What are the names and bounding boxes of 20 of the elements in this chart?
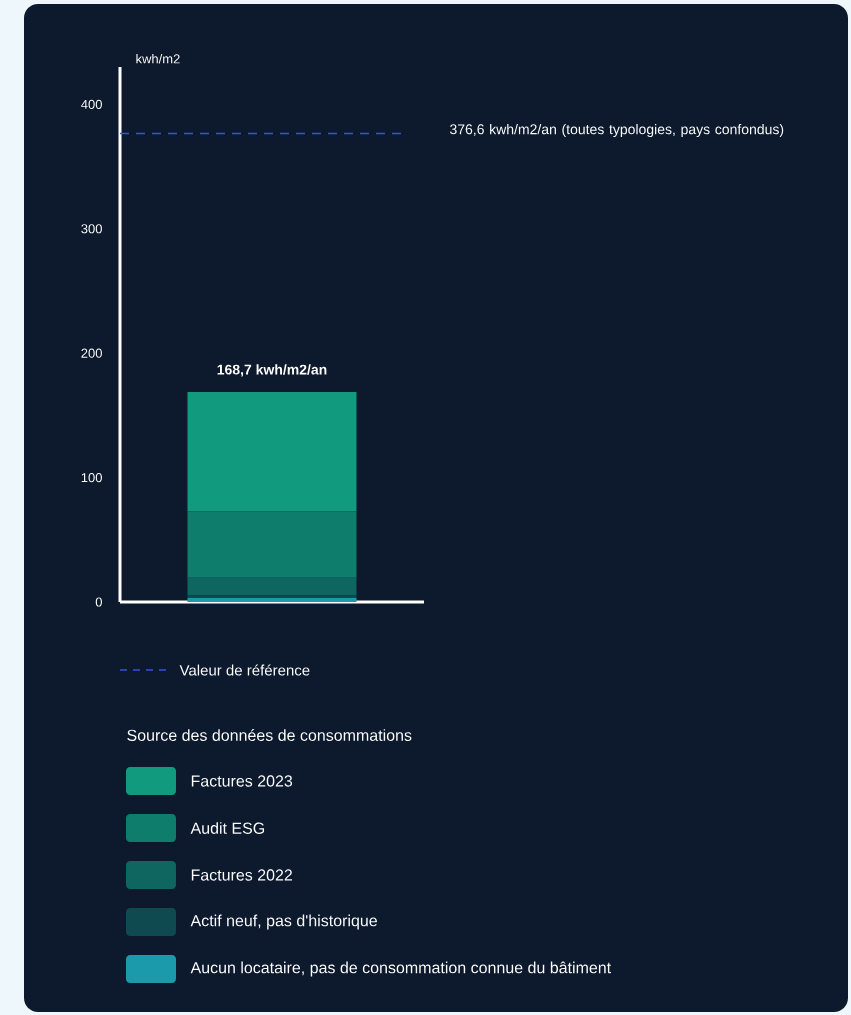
text: 376,6 kwh/m2/an (toutes typologies, pays confondus) (450, 123, 784, 138)
y-tick-label: 0 (95, 597, 102, 607)
bar (187, 577, 357, 596)
bar (187, 511, 357, 578)
bar (187, 597, 357, 603)
y-tick-label: 200 (81, 348, 102, 358)
bar (187, 595, 357, 598)
total-label: 168,7 kwh/m2/an (217, 364, 327, 377)
y-tick-label: 100 (81, 472, 102, 483)
y-tick-label: 400 (81, 99, 102, 109)
y-axis-title: kwh/m2 (136, 53, 180, 64)
bar (187, 392, 357, 512)
legend-title: Source des données de consommations (127, 729, 412, 741)
legend-label: Aucun locataire, pas de consommation connue du bâtiment (190, 961, 612, 977)
legend-label: Factures 2022 (191, 869, 292, 881)
legend-label: Actif neuf, pas d'historique (190, 914, 377, 930)
y-tick-label: 300 (81, 224, 102, 234)
legend-label: Valeur de référence (179, 664, 310, 676)
legend-label: Audit ESG (190, 822, 265, 834)
legend-label: Factures 2023 (191, 775, 293, 787)
